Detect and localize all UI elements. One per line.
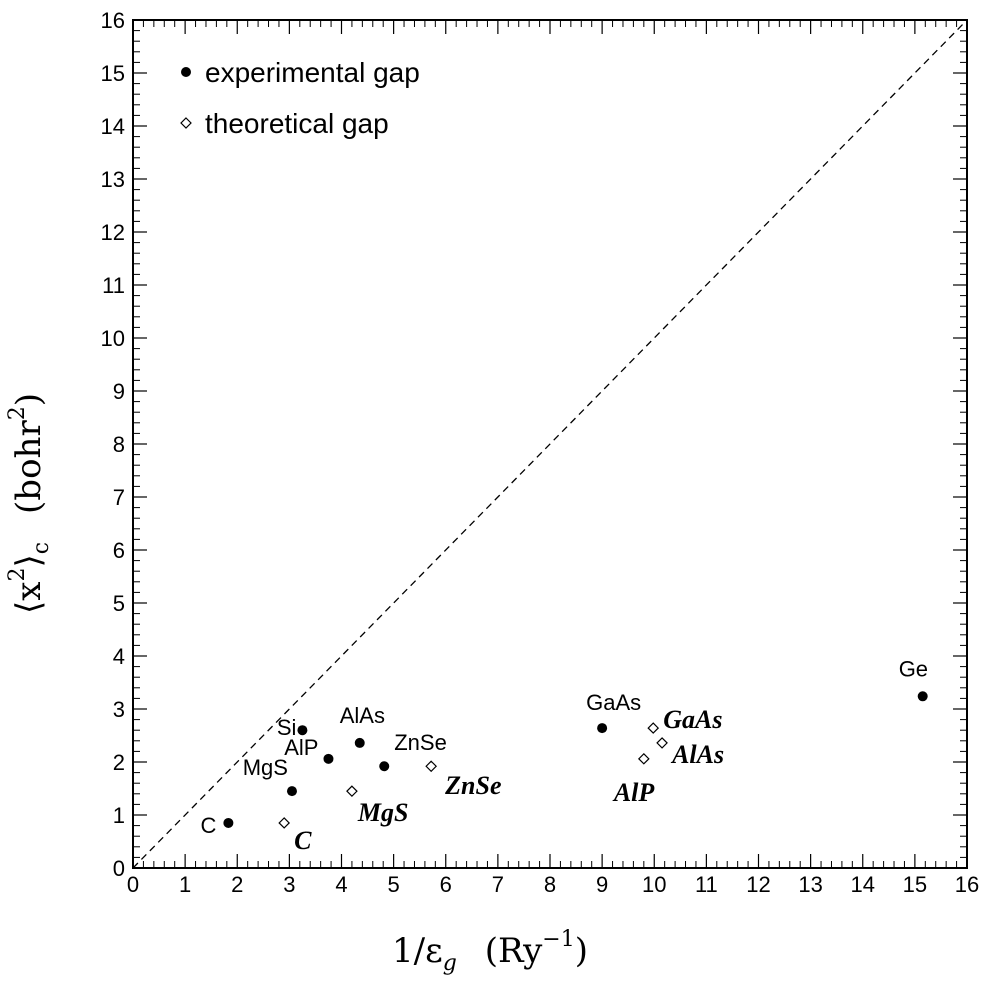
point-label-theoretical-alp: AlP	[612, 778, 656, 807]
x-tick-label: 11	[695, 872, 718, 897]
data-point-experimental-alp	[323, 753, 334, 764]
point-label-experimental-c: C	[200, 813, 216, 838]
x-tick-label: 6	[440, 872, 452, 897]
y-tick-label: 16	[101, 8, 125, 33]
legend-label-theoretical: theoretical gap	[205, 108, 389, 139]
x-tick-label: 15	[903, 872, 927, 897]
point-label-experimental-alas: AlAs	[340, 703, 385, 728]
point-label-theoretical-znse: ZnSe	[444, 771, 501, 800]
y-tick-label: 10	[101, 326, 125, 351]
point-label-experimental-ge: Ge	[899, 656, 928, 681]
point-label-experimental-mgs: MgS	[243, 755, 288, 780]
data-point-theoretical-c	[278, 817, 291, 829]
data-point-experimental-si	[297, 725, 308, 736]
data-point-experimental-gaas	[597, 723, 608, 734]
data-points	[223, 691, 928, 829]
point-label-experimental-znse: ZnSe	[394, 730, 447, 755]
point-label-theoretical-gaas: GaAs	[663, 705, 722, 734]
x-tick-label: 10	[642, 872, 666, 897]
x-tick-label: 8	[544, 872, 556, 897]
y-tick-label: 14	[101, 114, 125, 139]
point-label-theoretical-alas: AlAs	[670, 740, 724, 769]
legend-marker-experimental	[181, 67, 191, 77]
diagonal-reference-line	[132, 19, 968, 869]
point-label-experimental-alp: AlP	[284, 735, 318, 760]
legend-label-experimental: experimental gap	[205, 57, 420, 88]
point-label-experimental-si: Si	[277, 715, 297, 740]
y-tick-label: 13	[101, 167, 125, 192]
y-tick-label: 6	[113, 538, 125, 563]
x-tick-label: 16	[955, 872, 979, 897]
x-axis-title: 1/εg (Ry−1)	[392, 927, 588, 976]
data-point-experimental-znse	[379, 761, 390, 772]
data-point-experimental-alas	[354, 737, 365, 748]
point-label-theoretical-mgs: MgS	[357, 798, 409, 827]
y-tick-label: 15	[101, 61, 125, 86]
y-tick-label: 8	[113, 432, 125, 457]
y-tick-label: 5	[113, 591, 125, 616]
reference-line-layer	[132, 19, 968, 869]
data-point-theoretical-gaas	[647, 722, 660, 734]
y-tick-label: 3	[113, 697, 125, 722]
y-axis-title: ⟨x2⟩c(bohr2)	[5, 393, 54, 614]
x-tick-label: 5	[388, 872, 400, 897]
y-tick-label: 11	[102, 273, 125, 298]
x-tick-label: 7	[492, 872, 504, 897]
data-point-experimental-mgs	[286, 786, 297, 797]
data-point-experimental-c	[223, 817, 234, 828]
y-tick-label: 1	[113, 803, 125, 828]
legend: experimental gap theoretical gap	[180, 57, 420, 139]
point-label-experimental-gaas: GaAs	[586, 690, 641, 715]
data-point-theoretical-alp	[637, 752, 650, 765]
x-tick-label: 3	[283, 872, 295, 897]
data-point-theoretical-alas	[656, 737, 668, 749]
x-tick-label: 4	[335, 872, 347, 897]
x-tick-label: 13	[798, 872, 822, 897]
data-point-theoretical-znse	[425, 760, 438, 773]
point-label-theoretical-c: C	[294, 826, 312, 855]
x-tick-label: 9	[596, 872, 608, 897]
y-tick-label: 0	[113, 856, 125, 881]
y-tick-label: 12	[101, 220, 125, 245]
axis-ticks: 0 1 2 3 4 5 6 7 8 9 10 11 12 13 14 15 160123456789101112…	[101, 8, 980, 897]
x-tick-label: 12	[746, 872, 770, 897]
y-tick-label: 4	[113, 644, 125, 669]
legend-marker-theoretical	[180, 117, 192, 129]
y-tick-label: 2	[113, 750, 125, 775]
x-tick-label: 1	[179, 872, 191, 897]
x-tick-label: 0	[127, 872, 139, 897]
data-point-theoretical-mgs	[346, 785, 358, 797]
x-tick-label: 2	[231, 872, 243, 897]
y-tick-label: 9	[113, 379, 125, 404]
data-point-experimental-ge	[917, 691, 928, 702]
x-tick-label: 14	[851, 872, 875, 897]
y-tick-label: 7	[113, 485, 125, 510]
